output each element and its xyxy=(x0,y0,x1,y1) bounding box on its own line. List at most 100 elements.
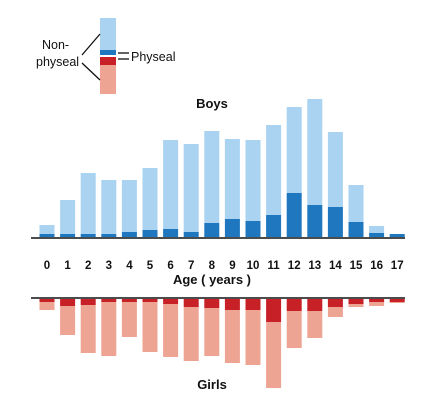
legend-girls-nonphyseal-swatch xyxy=(100,65,116,94)
girls-physeal-bar-age-1 xyxy=(60,299,76,306)
boys-physeal-bar-age-6 xyxy=(163,229,179,237)
boys-bars xyxy=(39,99,405,237)
boys-physeal-bar-age-16 xyxy=(369,233,385,237)
x-tick-label-3: 3 xyxy=(106,260,112,272)
boys-physeal-bar-age-3 xyxy=(101,234,117,237)
girls-nonphyseal-bar-age-0 xyxy=(39,302,55,310)
boys-physeal-bar-age-9 xyxy=(224,219,240,237)
girls-nonphyseal-bar-age-2 xyxy=(80,305,96,353)
x-tick-label-1: 1 xyxy=(64,260,71,272)
boys-physeal-bar-age-4 xyxy=(121,232,137,237)
x-tick-label-4: 4 xyxy=(126,260,133,272)
boys-nonphyseal-bar-age-12 xyxy=(286,107,302,193)
boys-nonphyseal-bar-age-7 xyxy=(183,144,199,232)
x-tick-label-14: 14 xyxy=(329,260,342,272)
boys-nonphyseal-bar-age-6 xyxy=(163,140,179,229)
legend-nonphyseal-label-line1: Non- xyxy=(42,38,69,52)
girls-physeal-bar-age-11 xyxy=(266,299,282,322)
boys-physeal-bar-age-7 xyxy=(183,232,199,237)
legend-boys-nonphyseal-swatch xyxy=(100,18,116,50)
girls-nonphyseal-bar-age-1 xyxy=(60,306,76,335)
girls-panel-title: Girls xyxy=(197,377,227,392)
girls-nonphyseal-bar-age-11 xyxy=(266,322,282,388)
girls-physeal-bar-age-17 xyxy=(389,299,405,302)
x-tick-label-16: 16 xyxy=(370,260,383,272)
boys-nonphyseal-bar-age-10 xyxy=(245,140,261,221)
x-tick-label-11: 11 xyxy=(268,260,281,272)
boys-nonphyseal-bar-age-8 xyxy=(204,131,220,223)
girls-nonphyseal-bar-age-8 xyxy=(204,308,220,356)
x-tick-label-5: 5 xyxy=(147,260,154,272)
legend: Non- physeal Physeal xyxy=(36,18,175,94)
girls-nonphyseal-bar-age-10 xyxy=(245,310,261,365)
boys-nonphyseal-bar-age-3 xyxy=(101,180,117,234)
boys-physeal-bar-age-17 xyxy=(389,234,405,237)
girls-nonphyseal-bar-age-14 xyxy=(327,307,343,317)
boys-physeal-bar-age-14 xyxy=(327,207,343,237)
girls-physeal-bar-age-16 xyxy=(369,299,385,302)
legend-girls-physeal-swatch xyxy=(100,57,116,65)
girls-physeal-bar-age-4 xyxy=(121,299,137,302)
girls-nonphyseal-bar-age-3 xyxy=(101,302,117,356)
boys-nonphyseal-bar-age-15 xyxy=(348,185,364,222)
boys-nonphyseal-bar-age-1 xyxy=(60,200,76,234)
boys-nonphyseal-bar-age-0 xyxy=(39,225,55,234)
boys-physeal-bar-age-5 xyxy=(142,230,158,237)
boys-physeal-bar-age-0 xyxy=(39,234,55,237)
x-tick-labels: 0 1 2 3 4 5 6 7 8 9 10 11 12 13 14 15 16 17 xyxy=(44,260,404,272)
girls-physeal-bar-age-6 xyxy=(163,299,179,304)
legend-connector-line xyxy=(81,33,101,56)
girls-nonphyseal-bar-age-16 xyxy=(369,302,385,306)
x-tick-label-13: 13 xyxy=(308,260,321,272)
girls-physeal-bar-age-8 xyxy=(204,299,220,308)
boys-nonphyseal-bar-age-16 xyxy=(369,226,385,233)
legend-boys-physeal-swatch xyxy=(100,50,116,55)
girls-physeal-bar-age-15 xyxy=(348,299,364,304)
girls-physeal-bar-age-2 xyxy=(80,299,96,305)
girls-physeal-bar-age-7 xyxy=(183,299,199,307)
x-tick-label-9: 9 xyxy=(229,260,235,272)
legend-physeal-label: Physeal xyxy=(131,50,175,64)
boys-nonphyseal-bar-age-2 xyxy=(80,173,96,234)
x-tick-label-12: 12 xyxy=(288,260,301,272)
girls-nonphyseal-bar-age-4 xyxy=(121,302,137,337)
boys-nonphyseal-bar-age-4 xyxy=(121,180,137,232)
boys-physeal-bar-age-1 xyxy=(60,234,76,237)
boys-physeal-bar-age-12 xyxy=(286,193,302,237)
boys-nonphyseal-bar-age-9 xyxy=(224,139,240,219)
girls-nonphyseal-bar-age-6 xyxy=(163,304,179,357)
girls-physeal-bar-age-12 xyxy=(286,299,302,311)
boys-physeal-bar-age-13 xyxy=(307,205,323,237)
girls-nonphyseal-bar-age-5 xyxy=(142,302,158,352)
boys-nonphyseal-bar-age-11 xyxy=(266,125,282,215)
x-tick-label-6: 6 xyxy=(167,260,173,272)
girls-physeal-bar-age-0 xyxy=(39,299,55,302)
x-tick-label-10: 10 xyxy=(247,260,260,272)
x-tick-label-15: 15 xyxy=(350,260,363,272)
boys-panel-title: Boys xyxy=(196,96,228,111)
x-axis-label: Age ( years ) xyxy=(173,272,251,287)
girls-physeal-bar-age-5 xyxy=(142,299,158,302)
girls-physeal-bar-age-9 xyxy=(224,299,240,310)
legend-nonphyseal-label-line2: physeal xyxy=(36,55,79,69)
boys-nonphyseal-bar-age-13 xyxy=(307,99,323,205)
x-tick-label-8: 8 xyxy=(209,260,216,272)
x-tick-label-0: 0 xyxy=(44,260,50,272)
girls-nonphyseal-bar-age-12 xyxy=(286,311,302,348)
boys-physeal-bar-age-10 xyxy=(245,221,261,237)
x-tick-label-7: 7 xyxy=(188,260,194,272)
girls-nonphyseal-bar-age-15 xyxy=(348,304,364,307)
girls-nonphyseal-bar-age-7 xyxy=(183,307,199,361)
boys-physeal-bar-age-2 xyxy=(80,234,96,237)
girls-physeal-bar-age-10 xyxy=(245,299,261,310)
girls-nonphyseal-bar-age-13 xyxy=(307,311,323,338)
girls-bars xyxy=(39,299,405,388)
x-tick-label-2: 2 xyxy=(85,260,91,272)
girls-physeal-bar-age-14 xyxy=(327,299,343,307)
boys-physeal-bar-age-11 xyxy=(266,215,282,237)
girls-nonphyseal-bar-age-9 xyxy=(224,310,240,363)
girls-physeal-bar-age-3 xyxy=(101,299,117,302)
boys-physeal-bar-age-15 xyxy=(348,222,364,237)
